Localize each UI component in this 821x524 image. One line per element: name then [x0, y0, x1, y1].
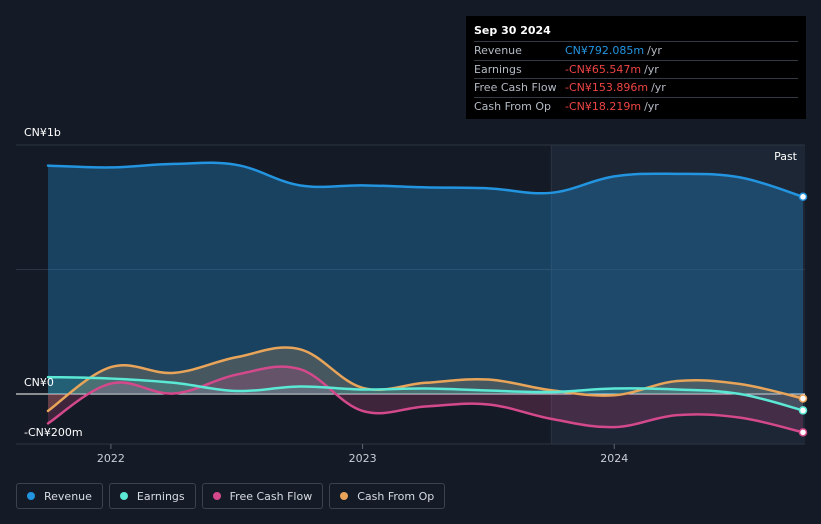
- tooltip-value: -CN¥65.547m: [565, 62, 642, 76]
- line-earnings: [46, 375, 805, 412]
- line-cash-from-op: [46, 346, 805, 413]
- series-lines: [46, 161, 805, 434]
- area-free-cash-flow: [48, 366, 803, 433]
- tooltip-label: Earnings: [474, 62, 522, 76]
- legend-item-free-cash-flow[interactable]: Free Cash Flow: [201, 483, 324, 509]
- legend-dot-icon: [27, 492, 35, 500]
- grid-lines: [16, 144, 805, 449]
- tooltip-panel: Sep 30 2024 Revenue CN¥792.085m /yr Earn…: [466, 16, 806, 119]
- legend-dot-icon: [340, 492, 349, 500]
- tooltip-value: -CN¥18.219m: [565, 99, 642, 113]
- legend-label: Cash From Op: [357, 489, 435, 503]
- tooltip-label: Cash From Op: [474, 99, 552, 113]
- area-revenue: [48, 162, 803, 394]
- tooltip-unit: /yr: [651, 81, 666, 95]
- x-tick-label: 2022: [97, 452, 125, 465]
- y-tick-label: CN¥1b: [24, 126, 61, 139]
- tooltip-date: Sep 30 2024: [474, 24, 551, 37]
- series-end-points: [798, 192, 808, 437]
- legend-item-cash-from-op[interactable]: Cash From Op: [329, 483, 446, 509]
- x-tick-label: 2023: [349, 452, 377, 465]
- end-point-earnings: [798, 406, 808, 415]
- past-label: Past: [774, 150, 798, 163]
- legend-dot-icon: [212, 492, 221, 500]
- chart-legend: Revenue Earnings Free Cash Flow Cash Fro…: [16, 483, 446, 509]
- tooltip-row-earnings: Earnings -CN¥65.547m /yr: [474, 59, 798, 79]
- tooltip-row-free-cash-flow: Free Cash Flow -CN¥153.896m /yr: [474, 78, 798, 97]
- line-free-cash-flow: [46, 365, 805, 434]
- tooltip-value: -CN¥153.896m: [565, 81, 649, 95]
- tooltip-label: Revenue: [474, 44, 522, 58]
- legend-label: Earnings: [136, 489, 185, 503]
- tooltip-row-revenue: Revenue CN¥792.085m /yr: [474, 41, 798, 60]
- end-point-free-cash-flow: [798, 428, 808, 437]
- tooltip-row-cash-from-op: Cash From Op -CN¥18.219m /yr: [474, 96, 798, 116]
- tooltip-unit: /yr: [647, 44, 662, 58]
- tooltip-unit: /yr: [644, 62, 659, 76]
- area-earnings: [48, 377, 803, 411]
- end-point-cash-from-op: [798, 394, 808, 403]
- legend-label: Free Cash Flow: [229, 489, 313, 503]
- line-revenue: [46, 161, 805, 199]
- tooltip-label: Free Cash Flow: [474, 81, 557, 95]
- legend-label: Revenue: [44, 489, 92, 503]
- legend-dot-icon: [119, 492, 128, 500]
- end-point-revenue: [798, 192, 808, 202]
- axis-labels: Past CN¥1b CN¥0 -CN¥200m 2022 2023 2024: [24, 126, 798, 465]
- x-tick-label: 2024: [600, 452, 628, 465]
- legend-item-earnings[interactable]: Earnings: [108, 483, 196, 509]
- y-tick-label: CN¥0: [24, 376, 54, 389]
- y-tick-label: -CN¥200m: [24, 426, 83, 439]
- tooltip-unit: /yr: [644, 99, 659, 113]
- tooltip-value: CN¥792.085m: [565, 44, 645, 58]
- legend-item-revenue[interactable]: Revenue: [16, 483, 103, 509]
